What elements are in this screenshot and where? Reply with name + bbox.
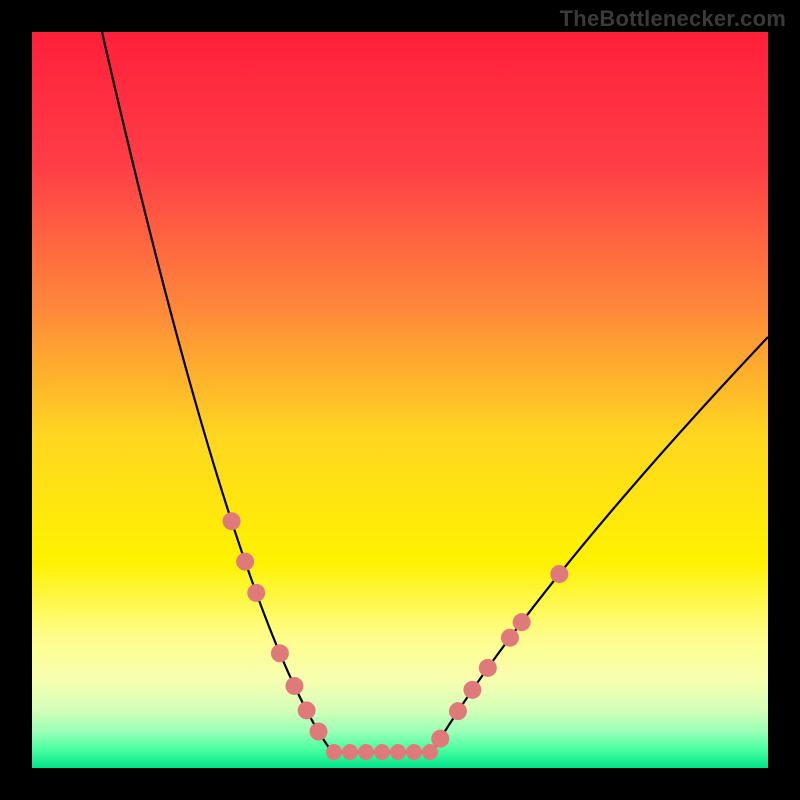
scatter-marker — [358, 744, 374, 760]
scatter-marker — [550, 565, 568, 583]
scatter-markers — [223, 512, 569, 760]
scatter-marker — [223, 512, 241, 530]
watermark-text: TheBottlenecker.com — [560, 6, 786, 32]
scatter-marker — [271, 644, 289, 662]
scatter-marker — [406, 744, 422, 760]
bottleneck-curve — [102, 32, 768, 752]
scatter-marker — [236, 553, 254, 571]
scatter-marker — [390, 744, 406, 760]
scatter-marker — [374, 744, 390, 760]
scatter-marker — [501, 629, 519, 647]
scatter-marker — [326, 744, 342, 760]
bottleneck-curve-plot — [32, 32, 768, 768]
scatter-marker — [342, 744, 358, 760]
scatter-marker — [449, 702, 467, 720]
scatter-marker — [310, 723, 328, 741]
scatter-marker — [422, 744, 438, 760]
scatter-marker — [463, 681, 481, 699]
scatter-marker — [479, 659, 497, 677]
scatter-marker — [247, 584, 265, 602]
scatter-marker — [285, 677, 303, 695]
plot-area — [32, 32, 768, 768]
scatter-marker — [431, 730, 449, 748]
scatter-marker — [298, 701, 316, 719]
scatter-marker — [513, 613, 531, 631]
